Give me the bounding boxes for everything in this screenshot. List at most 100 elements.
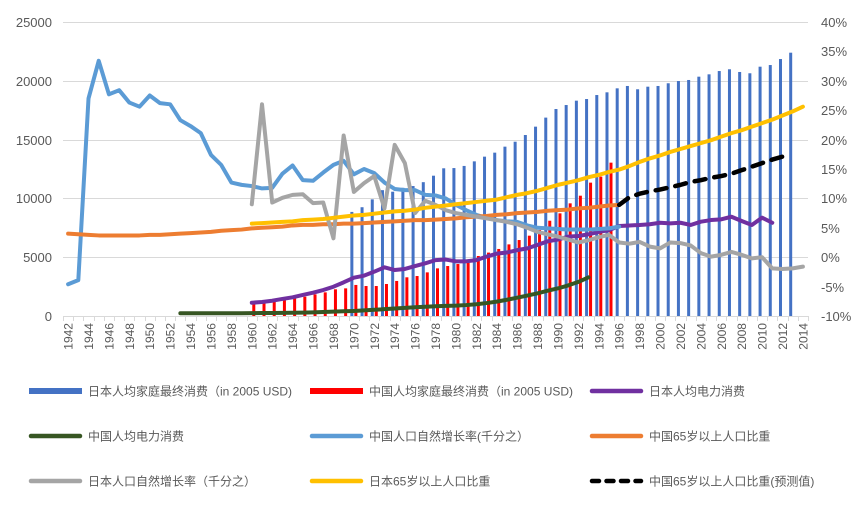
bar-china-household-consumption (252, 302, 256, 316)
bar-japan-household-consumption (789, 52, 793, 316)
x-axis-tick-label: 1942 (62, 323, 76, 350)
x-axis-tick-label: 1956 (204, 323, 218, 350)
x-axis-tick-label: 2000 (654, 323, 668, 350)
bar-china-household-consumption (599, 176, 603, 316)
bar-japan-household-consumption (370, 199, 374, 316)
x-axis-tick-label: 1988 (531, 323, 545, 350)
bar-china-household-consumption (589, 182, 593, 316)
bar-china-household-consumption (384, 284, 388, 316)
x-axis-tick-label: 1978 (429, 323, 443, 350)
x-axis-tick-label: 1998 (633, 323, 647, 350)
legend-item-china-natural-growth: 中国人口自然增长率(千分之） (309, 429, 529, 444)
bar-japan-household-consumption (727, 69, 731, 316)
legend-bar-swatch (29, 388, 82, 394)
bar-china-household-consumption (262, 301, 266, 316)
right-axis-tick-label: 20% (821, 133, 847, 148)
bar-japan-household-consumption (748, 73, 752, 317)
x-axis-tick-label: 1944 (82, 323, 96, 350)
bar-china-household-consumption (405, 277, 409, 316)
bar-china-household-consumption (303, 296, 307, 316)
bar-japan-household-consumption (534, 126, 538, 316)
legend-item-japan-natural-growth: 日本人口自然增长率（千分之） (28, 474, 256, 489)
line-japan-natural-growth (249, 102, 805, 271)
bar-japan-household-consumption (676, 81, 680, 316)
right-axis-tick-label: 30% (821, 74, 847, 89)
x-axis-tick-label: 1996 (613, 323, 627, 350)
bar-china-household-consumption (487, 252, 491, 316)
right-y-axis: -10% -5% 0% 5% 10% 15% 20% 25% 30% 35% 40% (821, 15, 852, 324)
line-china-65plus-projection (616, 154, 785, 208)
x-axis-tick-label: 2014 (796, 323, 810, 350)
x-axis: 1942 1944 1946 1948 1950 1952 1954 1956 1958 1960… (62, 316, 810, 350)
x-axis-tick-label: 1948 (123, 323, 137, 350)
left-axis-tick-label: 25000 (16, 15, 52, 30)
legend-item-japan-household-consumption: 日本人均家庭最终消费（in 2005 USD) (29, 384, 292, 399)
x-axis-tick-label: 2004 (694, 323, 708, 350)
legend-label: 中国人口自然增长率(千分之） (369, 429, 529, 444)
bar-japan-household-consumption (636, 89, 640, 317)
bar-japan-household-consumption (421, 182, 425, 316)
right-axis-tick-label: 40% (821, 15, 847, 30)
gridlines (63, 22, 808, 258)
x-axis-tick-label: 1972 (368, 323, 382, 350)
legend-label: 日本人口自然增长率（千分之） (88, 474, 256, 489)
bar-china-household-consumption (568, 203, 572, 316)
bar-china-household-consumption (446, 266, 450, 316)
bar-japan-household-consumption (666, 83, 670, 317)
x-axis-tick-label: 1954 (184, 323, 198, 350)
bar-japan-household-consumption (391, 191, 395, 316)
x-axis-tick-label: 1966 (307, 323, 321, 350)
left-axis-tick-label: 20000 (16, 74, 52, 89)
bar-japan-household-consumption (717, 71, 721, 316)
bar-japan-household-consumption (462, 165, 466, 316)
bar-china-household-consumption (466, 261, 470, 316)
right-axis-tick-label: 35% (821, 44, 847, 59)
bar-japan-household-consumption (615, 88, 619, 316)
bar-japan-household-consumption (554, 109, 558, 317)
line-series (66, 58, 805, 316)
left-axis-tick-label: 15000 (16, 133, 52, 148)
x-axis-tick-label: 2008 (735, 323, 749, 350)
x-axis-tick-label: 2012 (776, 323, 790, 350)
right-axis-tick-label: 0% (821, 250, 840, 265)
right-axis-tick-label: 25% (821, 103, 847, 118)
bar-japan-household-consumption (442, 168, 446, 316)
bar-japan-household-consumption (411, 186, 415, 316)
x-axis-tick-label: 1986 (511, 323, 525, 350)
bar-japan-household-consumption (656, 85, 660, 316)
legend-item-japan-65plus-share: 日本65岁以上人口比重 (309, 474, 490, 489)
bar-japan-household-consumption (768, 65, 772, 316)
bar-china-household-consumption (609, 162, 613, 316)
bar-china-household-consumption (364, 286, 368, 316)
x-axis-tick-label: 1968 (327, 323, 341, 350)
line-china-natural-growth (66, 58, 622, 287)
legend-label: 中国人均电力消费 (88, 429, 184, 444)
x-axis-tick-label: 1974 (388, 323, 402, 350)
x-axis-tick-label: 1960 (245, 323, 259, 350)
bar-china-household-consumption (507, 244, 511, 316)
bar-japan-household-consumption (452, 168, 456, 316)
bar-japan-household-consumption (503, 146, 507, 316)
bar-china-household-consumption (374, 286, 378, 316)
legend-item-china-household-consumption: 中国人均家庭最终消费（in 2005 USD) (310, 384, 573, 399)
bar-china-household-consumption (282, 299, 286, 316)
bar-china-household-consumption (323, 292, 327, 316)
bar-china-household-consumption (415, 276, 419, 316)
bar-china-household-consumption (344, 288, 348, 316)
bar-japan-household-consumption (778, 59, 782, 316)
x-axis-tick-label: 1950 (143, 323, 157, 350)
bar-china-household-consumption (436, 268, 439, 316)
bar-china-household-consumption (578, 195, 582, 316)
x-axis-tick-label: 2002 (674, 323, 688, 350)
x-axis-tick-label: 1964 (286, 323, 300, 350)
bar-china-household-consumption (538, 230, 542, 316)
x-axis-tick-label: 1994 (592, 323, 606, 350)
right-axis-tick-label: 15% (821, 162, 847, 177)
legend-bar-swatch (310, 388, 363, 394)
bar-china-household-consumption (476, 256, 480, 316)
x-axis-tick-label: 1946 (102, 323, 116, 350)
line-japan-electricity (249, 214, 775, 305)
legend-item-china-65plus-share: 中国65岁以上人口比重 (589, 429, 770, 444)
legend-label: 中国65岁以上人口比重 (649, 429, 770, 444)
